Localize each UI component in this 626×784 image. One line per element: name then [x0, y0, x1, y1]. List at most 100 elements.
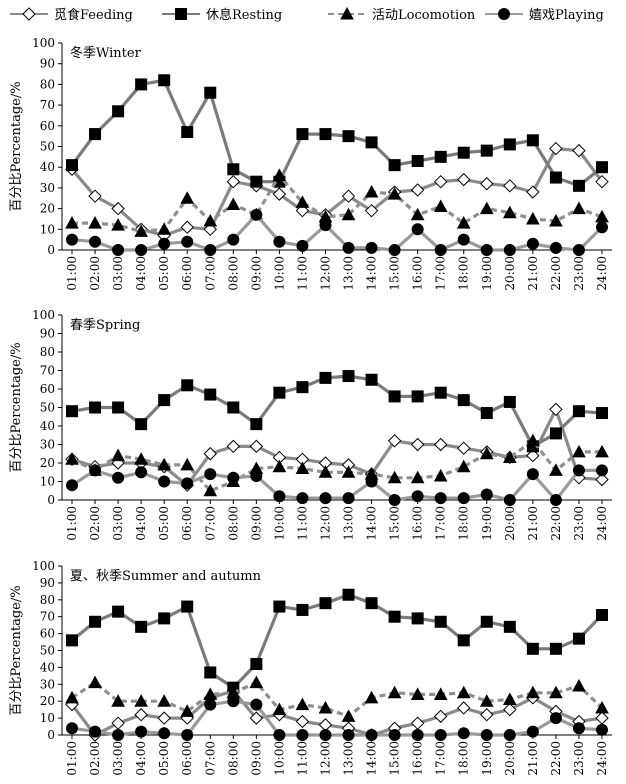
- data-point-resting: [457, 394, 470, 407]
- legend-item-resting: 休息Resting: [162, 7, 282, 23]
- legend-item-playing: 嬉戏Playing: [485, 8, 604, 23]
- series-locomotion: [65, 168, 609, 237]
- data-point-locomotion: [295, 697, 310, 711]
- y-tick-label: 30: [40, 438, 55, 452]
- x-tick-label: 09:00: [249, 256, 263, 291]
- data-point-locomotion: [526, 433, 540, 447]
- data-point-playing: [572, 722, 585, 735]
- legend-marker-playing: [498, 8, 510, 20]
- series-line-resting: [71, 374, 603, 448]
- data-point-resting: [112, 605, 125, 618]
- x-tick-label: 10:00: [272, 506, 286, 541]
- data-point-resting: [135, 418, 148, 431]
- y-tick-label: 100: [32, 308, 55, 322]
- y-tick-label: 70: [40, 610, 55, 624]
- data-point-resting: [204, 388, 217, 401]
- series-line-locomotion: [71, 439, 602, 493]
- series-playing: [66, 695, 608, 741]
- legend-marker-locomotion: [340, 6, 354, 20]
- data-point-feeding: [480, 177, 494, 191]
- data-point-locomotion: [272, 459, 287, 473]
- data-point-playing: [526, 237, 539, 250]
- data-point-resting: [250, 418, 263, 431]
- data-point-locomotion: [272, 702, 287, 716]
- data-point-playing: [273, 235, 286, 248]
- series-resting: [66, 588, 608, 694]
- y-tick-label: 20: [40, 202, 55, 216]
- data-point-playing: [89, 725, 102, 738]
- data-point-playing: [503, 729, 516, 741]
- data-point-resting: [273, 386, 286, 399]
- data-point-locomotion: [295, 461, 310, 475]
- data-point-resting: [457, 146, 470, 159]
- data-point-resting: [181, 600, 194, 613]
- data-point-resting: [434, 150, 447, 163]
- data-point-playing: [227, 233, 240, 246]
- data-point-locomotion: [157, 222, 172, 235]
- data-point-playing: [434, 729, 447, 741]
- y-tick-label: 30: [40, 677, 55, 691]
- chart-panel-3: 0 10 20 30 40 50 60 70 80 90 100 01:00 02:00 03:00 04:…: [9, 559, 612, 776]
- data-point-resting: [572, 632, 585, 645]
- data-point-feeding: [526, 448, 540, 463]
- data-point-locomotion: [295, 195, 310, 208]
- data-point-locomotion: [157, 694, 172, 707]
- data-point-locomotion: [226, 197, 241, 210]
- data-point-resting: [480, 144, 493, 157]
- x-tick-label: 22:00: [549, 256, 563, 291]
- data-point-locomotion: [180, 457, 195, 471]
- data-point-playing: [434, 492, 447, 505]
- data-point-locomotion: [111, 694, 125, 707]
- y-tick-label: 0: [47, 243, 55, 257]
- data-point-playing: [158, 237, 171, 250]
- data-point-locomotion: [526, 211, 540, 225]
- data-point-feeding: [134, 708, 148, 722]
- data-point-resting: [411, 390, 424, 403]
- panel-title: 冬季Winter: [70, 45, 142, 61]
- y-tick-label: 50: [40, 401, 55, 415]
- y-tick-label: 80: [40, 593, 55, 607]
- y-tick-label: 100: [32, 36, 55, 50]
- data-point-playing: [411, 729, 424, 741]
- data-point-locomotion: [549, 213, 563, 227]
- data-point-locomotion: [88, 675, 102, 689]
- series-feeding: [65, 141, 609, 243]
- x-tick-label: 19:00: [480, 506, 494, 541]
- legend: 觅食Feeding 休息Resting 活动Locomotion 嬉戏Playing: [10, 6, 604, 23]
- x-tick-label: 05:00: [157, 256, 171, 291]
- data-point-playing: [549, 712, 562, 725]
- chart-panel-1: 0 10 20 30 40 50 60 70 80 90 100 01:00 02:00 03:00 04:…: [9, 36, 612, 291]
- data-point-feeding: [595, 472, 609, 487]
- data-point-resting: [135, 78, 148, 91]
- data-point-playing: [572, 464, 585, 477]
- data-point-playing: [388, 729, 401, 741]
- x-tick-label: 11:00: [295, 741, 309, 776]
- x-tick-label: 19:00: [480, 256, 494, 291]
- legend-label-playing: 嬉戏Playing: [529, 8, 604, 23]
- x-tick-label: 14:00: [365, 256, 379, 291]
- data-point-playing: [342, 241, 355, 254]
- data-point-feeding: [433, 437, 448, 452]
- x-tick-label: 23:00: [572, 256, 586, 291]
- x-tick-label: 15:00: [388, 256, 402, 291]
- y-tick-label: 90: [40, 57, 55, 71]
- data-point-playing: [503, 494, 516, 506]
- data-point-resting: [411, 612, 424, 625]
- data-point-resting: [388, 390, 401, 403]
- data-point-playing: [204, 698, 217, 711]
- data-point-feeding: [410, 437, 425, 452]
- data-point-locomotion: [456, 216, 471, 229]
- x-tick-label: 14:00: [365, 506, 379, 541]
- data-point-playing: [296, 492, 309, 505]
- data-point-locomotion: [572, 201, 586, 215]
- series-playing: [66, 464, 608, 506]
- x-tick-label: 07:00: [203, 256, 217, 291]
- y-tick-label: 10: [40, 222, 55, 236]
- y-tick-label: 0: [47, 728, 55, 742]
- data-point-resting: [319, 597, 332, 610]
- data-point-locomotion: [433, 468, 448, 482]
- data-point-playing: [457, 727, 470, 740]
- data-point-resting: [503, 395, 516, 408]
